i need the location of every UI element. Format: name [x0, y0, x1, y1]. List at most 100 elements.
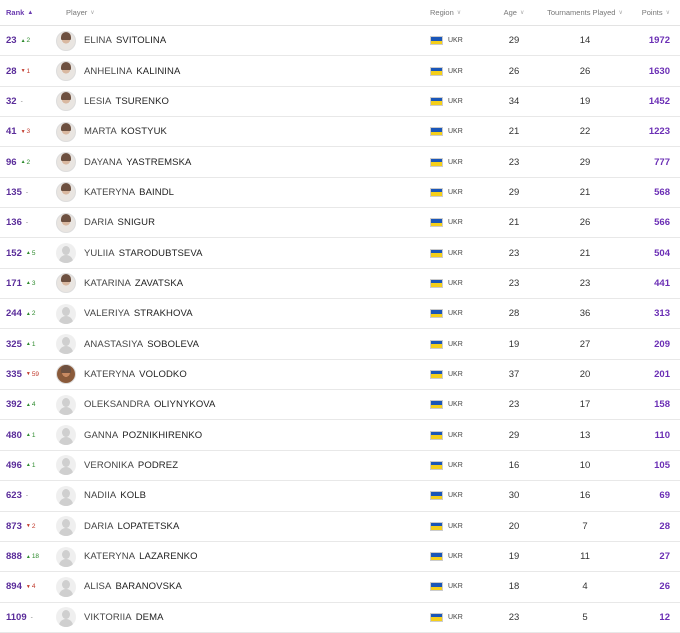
- player-cell[interactable]: DARIA SNIGUR: [52, 212, 430, 233]
- player-name[interactable]: GANNA POZNIKHIRENKO: [84, 430, 202, 441]
- player-cell[interactable]: LESIA TSURENKO: [52, 91, 430, 112]
- rank-cell: 392 ▲ 4: [0, 399, 52, 410]
- player-name[interactable]: DARIA LOPATETSKA: [84, 521, 179, 532]
- table-row[interactable]: 171 ▲ 3 KATARINA ZAVATSKA UKR 23 23 441: [0, 269, 680, 300]
- player-cell[interactable]: KATERYNA BAINDL: [52, 182, 430, 203]
- player-cell[interactable]: ANASTASIYA SOBOLEVA: [52, 334, 430, 355]
- table-row[interactable]: 96 ▲ 2 DAYANA YASTREMSKA UKR 23 29 777: [0, 147, 680, 178]
- table-row[interactable]: 41 ▼ 3 MARTA KOSTYUK UKR 21 22 1223: [0, 117, 680, 148]
- points-cell: 209: [634, 339, 680, 350]
- player-cell[interactable]: VERONIKA PODREZ: [52, 455, 430, 476]
- player-cell[interactable]: KATARINA ZAVATSKA: [52, 273, 430, 294]
- region-cell: UKR: [430, 36, 492, 46]
- tournaments-column-header[interactable]: Tournaments Played ∨: [536, 8, 634, 17]
- player-column-header[interactable]: Player ∨: [52, 8, 430, 17]
- age-column-header[interactable]: Age ∨: [492, 8, 536, 17]
- player-cell[interactable]: GANNA POZNIKHIRENKO: [52, 425, 430, 446]
- rank-cell: 152 ▲ 5: [0, 248, 52, 259]
- table-row[interactable]: 888 ▲ 18 KATERYNA LAZARENKO UKR 19 11 27: [0, 542, 680, 573]
- avatar: [56, 91, 76, 112]
- player-name[interactable]: ANHELINA KALININA: [84, 66, 180, 77]
- rank-cell: 325 ▲ 1: [0, 339, 52, 350]
- player-name[interactable]: KATERYNA BAINDL: [84, 187, 174, 198]
- player-cell[interactable]: ALISA BARANOVSKA: [52, 576, 430, 597]
- rank-value: 335: [6, 368, 22, 380]
- player-name[interactable]: MARTA KOSTYUK: [84, 126, 167, 137]
- table-row[interactable]: 28 ▼ 1 ANHELINA KALININA UKR 26 26 1630: [0, 56, 680, 87]
- player-cell[interactable]: OLEKSANDRA OLIYNYKOVA: [52, 394, 430, 415]
- player-name[interactable]: ELINA SVITOLINA: [84, 35, 166, 46]
- table-row[interactable]: 244 ▲ 2 VALERIYA STRAKHOVA UKR 28 36 313: [0, 299, 680, 330]
- table-row[interactable]: 136- DARIA SNIGUR UKR 21 26 566: [0, 208, 680, 239]
- table-row[interactable]: 392 ▲ 4 OLEKSANDRA OLIYNYKOVA UKR 23 17 158: [0, 390, 680, 421]
- region-cell: UKR: [430, 187, 492, 197]
- last-name: SOBOLEVA: [147, 338, 200, 350]
- avatar: [56, 182, 76, 203]
- points-column-header[interactable]: Points ∨: [634, 8, 680, 17]
- player-cell[interactable]: ANHELINA KALININA: [52, 61, 430, 82]
- table-row[interactable]: 894 ▼ 4 ALISA BARANOVSKA UKR 18 4 26: [0, 572, 680, 603]
- avatar: [56, 394, 76, 415]
- table-row[interactable]: 152 ▲ 5 YULIIA STARODUBTSEVA UKR 23 21 504: [0, 238, 680, 269]
- table-row[interactable]: 32- LESIA TSURENKO UKR 34 19 1452: [0, 87, 680, 118]
- player-name[interactable]: KATERYNA LAZARENKO: [84, 551, 198, 562]
- player-name[interactable]: YULIIA STARODUBTSEVA: [84, 248, 203, 259]
- age-cell: 34: [492, 96, 536, 107]
- last-name: OLIYNYKOVA: [153, 399, 216, 411]
- table-row[interactable]: 480 ▲ 1 GANNA POZNIKHIRENKO UKR 29 13 110: [0, 420, 680, 451]
- points-cell: 568: [634, 187, 680, 198]
- last-name: TSURENKO: [115, 95, 170, 107]
- player-cell[interactable]: ELINA SVITOLINA: [52, 30, 430, 51]
- player-name[interactable]: DARIA SNIGUR: [84, 217, 155, 228]
- table-row[interactable]: 1109- VIKTORIIA DEMA UKR 23 5 12: [0, 603, 680, 633]
- age-value: 37: [508, 368, 520, 380]
- player-name[interactable]: VIKTORIIA DEMA: [84, 612, 164, 623]
- rank-value: 28: [6, 65, 17, 77]
- region-header-label: Region: [430, 8, 454, 17]
- table-row[interactable]: 873 ▼ 2 DARIA LOPATETSKA UKR 20 7 28: [0, 512, 680, 542]
- player-cell[interactable]: YULIIA STARODUBTSEVA: [52, 243, 430, 264]
- rank-cell: 171 ▲ 3: [0, 278, 52, 289]
- rank-cell: 28 ▼ 1: [0, 66, 52, 77]
- player-name[interactable]: NADIIA KOLB: [84, 490, 146, 501]
- age-cell: 28: [492, 308, 536, 319]
- player-name[interactable]: KATERYNA VOLODKO: [84, 369, 187, 380]
- avatar: [56, 425, 76, 446]
- table-row[interactable]: 325 ▲ 1 ANASTASIYA SOBOLEVA UKR 19 27 209: [0, 329, 680, 360]
- age-cell: 19: [492, 339, 536, 350]
- arrow-down-icon: ▼: [20, 128, 26, 135]
- player-name[interactable]: VERONIKA PODREZ: [84, 460, 178, 471]
- arrow-down-icon: ▼: [25, 371, 31, 378]
- player-name[interactable]: LESIA TSURENKO: [84, 96, 169, 107]
- player-cell[interactable]: VIKTORIIA DEMA: [52, 607, 430, 628]
- player-name[interactable]: OLEKSANDRA OLIYNYKOVA: [84, 399, 215, 410]
- points-value: 28: [659, 520, 670, 532]
- table-row[interactable]: 335 ▼ 59 KATERYNA VOLODKO UKR 37 20 201: [0, 360, 680, 391]
- player-cell[interactable]: NADIIA KOLB: [52, 485, 430, 506]
- table-row[interactable]: 623- NADIIA KOLB UKR 30 16 69: [0, 481, 680, 512]
- player-name[interactable]: ALISA BARANOVSKA: [84, 581, 182, 592]
- rank-column-header[interactable]: Rank ▲: [0, 8, 52, 17]
- player-cell[interactable]: MARTA KOSTYUK: [52, 121, 430, 142]
- table-row[interactable]: 23 ▲ 2 ELINA SVITOLINA UKR 29 14 1972: [0, 26, 680, 57]
- age-value: 29: [508, 35, 520, 47]
- player-cell[interactable]: KATERYNA VOLODKO: [52, 364, 430, 385]
- player-cell[interactable]: KATERYNA LAZARENKO: [52, 546, 430, 567]
- table-row[interactable]: 135- KATERYNA BAINDL UKR 29 21 568: [0, 178, 680, 209]
- player-name[interactable]: ANASTASIYA SOBOLEVA: [84, 339, 199, 350]
- player-cell[interactable]: DAYANA YASTREMSKA: [52, 152, 430, 173]
- player-name[interactable]: VALERIYA STRAKHOVA: [84, 308, 193, 319]
- region-cell: UKR: [430, 369, 492, 379]
- player-name[interactable]: DAYANA YASTREMSKA: [84, 157, 192, 168]
- player-cell[interactable]: DARIA LOPATETSKA: [52, 516, 430, 537]
- rank-cell: 244 ▲ 2: [0, 308, 52, 319]
- player-cell[interactable]: VALERIYA STRAKHOVA: [52, 303, 430, 324]
- age-cell: 23: [492, 248, 536, 259]
- rank-movement: ▲ 5: [26, 250, 36, 257]
- table-row[interactable]: 496 ▲ 1 VERONIKA PODREZ UKR 16 10 105: [0, 451, 680, 482]
- player-name[interactable]: KATARINA ZAVATSKA: [84, 278, 183, 289]
- tournaments-cell: 27: [536, 339, 634, 350]
- region-cell: UKR: [430, 339, 492, 349]
- age-value: 21: [508, 217, 520, 229]
- region-column-header[interactable]: Region ∨: [430, 8, 492, 17]
